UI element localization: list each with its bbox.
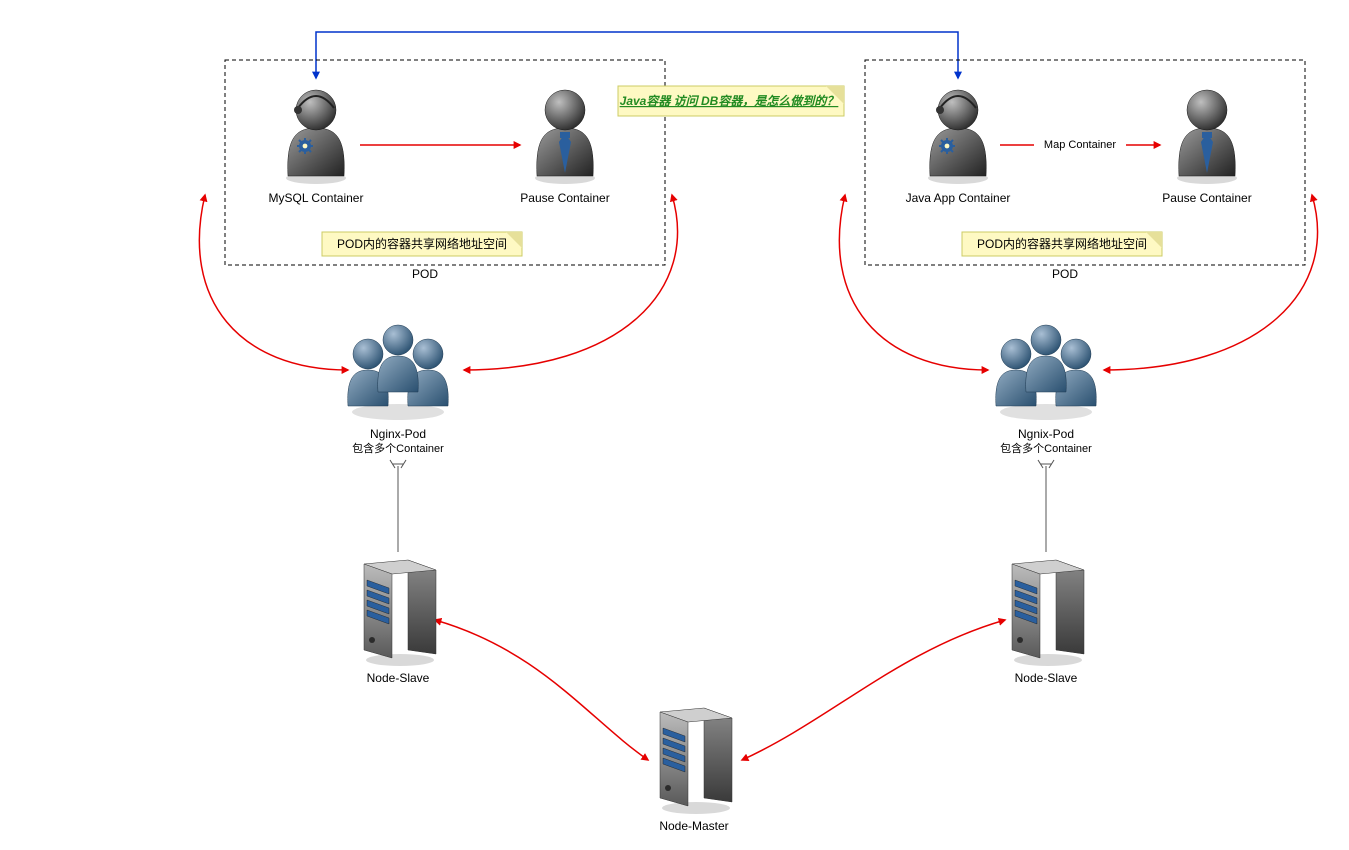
server-center-icon [660, 708, 732, 814]
edge-right-group-to-pause [1104, 195, 1318, 370]
mysql-container-label: MySQL Container [269, 191, 364, 205]
edge-right-group-to-java [839, 195, 988, 370]
svg-text:POD内的容器共享网络地址空间: POD内的容器共享网络地址空间 [977, 236, 1147, 251]
antenna-left [390, 460, 406, 552]
diagram-canvas: Map Container POD POD内的容器共享网络地址空间 MySQL … [0, 0, 1349, 850]
edge-workers-blue [316, 32, 958, 78]
server-center-label: Node-Master [659, 819, 728, 833]
svg-text:Java容器 访问 DB容器，是怎么做到的？: Java容器 访问 DB容器，是怎么做到的？ [620, 94, 839, 108]
left-pause-container-icon [535, 90, 595, 184]
left-pod-note: POD内的容器共享网络地址空间 [322, 232, 522, 256]
server-left-icon [364, 560, 436, 666]
nginx-left-icon [348, 325, 449, 420]
right-pod-label: POD [1052, 267, 1078, 281]
center-note: Java容器 访问 DB容器，是怎么做到的？ [618, 86, 844, 116]
right-pause-container-icon [1177, 90, 1237, 184]
edge-left-group-to-pause [464, 195, 678, 370]
svg-text:POD内的容器共享网络地址空间: POD内的容器共享网络地址空间 [337, 236, 507, 251]
nginx-right-label2: 包含多个Container [1000, 441, 1092, 455]
left-pod-label: POD [412, 267, 438, 281]
edge-slave-left-master [435, 620, 648, 760]
nginx-left-label1: Nginx-Pod [370, 427, 426, 441]
right-pod-note: POD内的容器共享网络地址空间 [962, 232, 1162, 256]
edge-left-group-to-mysql [199, 195, 348, 370]
antenna-right [1038, 460, 1054, 552]
right-pause-container-label: Pause Container [1162, 191, 1251, 205]
server-right-icon [1012, 560, 1084, 666]
left-pause-container-label: Pause Container [520, 191, 609, 205]
server-right-label: Node-Slave [1015, 671, 1078, 685]
server-left-label: Node-Slave [367, 671, 430, 685]
edge-slave-right-master [742, 620, 1005, 760]
mysql-container-icon [286, 90, 346, 184]
java-container-label: Java App Container [906, 191, 1011, 205]
java-container-icon [928, 90, 988, 184]
nginx-right-icon [996, 325, 1097, 420]
edge-label-map: Map Container [1044, 139, 1116, 151]
nginx-right-label1: Ngnix-Pod [1018, 427, 1074, 441]
nginx-left-label2: 包含多个Container [352, 441, 444, 455]
